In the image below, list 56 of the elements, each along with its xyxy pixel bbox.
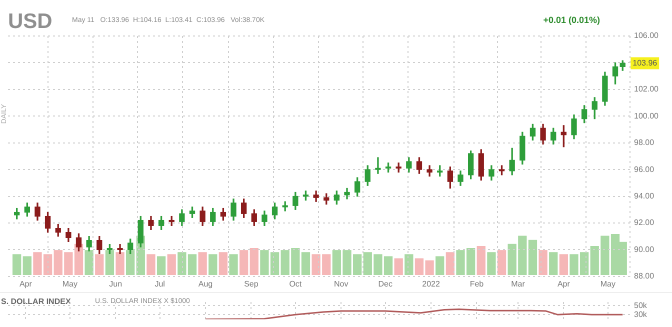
- x-tick-label: May: [62, 279, 78, 288]
- x-tick-label: Nov: [334, 279, 348, 288]
- bar: [497, 250, 506, 275]
- y-tick-label: 88.00: [634, 272, 655, 281]
- y-tick-label: 96.00: [634, 164, 655, 174]
- bar: [116, 252, 124, 275]
- bar: [436, 256, 444, 275]
- x-tick-label: Jun: [109, 279, 122, 288]
- x-tick-label: Oct: [289, 279, 302, 288]
- bar: [146, 254, 156, 275]
- x-tick-label: Aug: [198, 279, 213, 288]
- x-tick-label: May: [600, 279, 616, 288]
- y-tick-label: 100.00: [634, 111, 660, 120]
- bar: [229, 254, 238, 275]
- bar: [487, 252, 496, 275]
- bar: [404, 254, 414, 275]
- y-tick-label: 30k: [634, 310, 648, 319]
- y-tick-label: 106.00: [634, 31, 660, 40]
- x-tick-label: 2022: [422, 279, 440, 288]
- bar: [476, 246, 486, 275]
- bar: [549, 252, 558, 275]
- bar: [301, 252, 310, 275]
- bar: [95, 254, 104, 275]
- bar: [559, 254, 568, 275]
- x-tick-label: Apr: [19, 279, 32, 288]
- x-tick-label: Apr: [557, 279, 570, 288]
- chart-title: S. DOLLAR INDEX: [1, 297, 71, 306]
- x-tick-label: Sep: [244, 279, 259, 288]
- bar: [84, 250, 94, 275]
- bar: [208, 254, 218, 275]
- y-tick-label: 102.00: [634, 84, 660, 94]
- bar: [12, 254, 22, 275]
- annotation: 103.96: [632, 58, 658, 68]
- bar: [528, 240, 538, 275]
- x-tick-label: Dec: [378, 279, 392, 288]
- bar: [250, 248, 258, 275]
- bar: [22, 256, 32, 275]
- y-tick-label: 50k: [634, 300, 648, 310]
- bar: [218, 252, 228, 275]
- y-tick-label: 92.00: [634, 218, 655, 228]
- candlestick: [375, 157, 381, 174]
- x-tick-label: Jul: [154, 279, 166, 288]
- y-tick-label: 90.00: [634, 244, 655, 254]
- bar: [198, 252, 207, 275]
- bar: [538, 250, 548, 275]
- chart-title: USD: [8, 10, 52, 34]
- y-tick-label: 98.00: [634, 138, 655, 148]
- x-tick-label: Mar: [511, 279, 526, 288]
- text: +0.01 (0.01%): [543, 15, 600, 25]
- x-tick-label: Feb: [470, 279, 484, 288]
- bar: [167, 254, 176, 275]
- bar: [156, 256, 166, 275]
- y-tick-label: 94.00: [634, 191, 655, 200]
- bar: [394, 258, 403, 275]
- bar: [446, 252, 455, 275]
- bar: [240, 250, 248, 275]
